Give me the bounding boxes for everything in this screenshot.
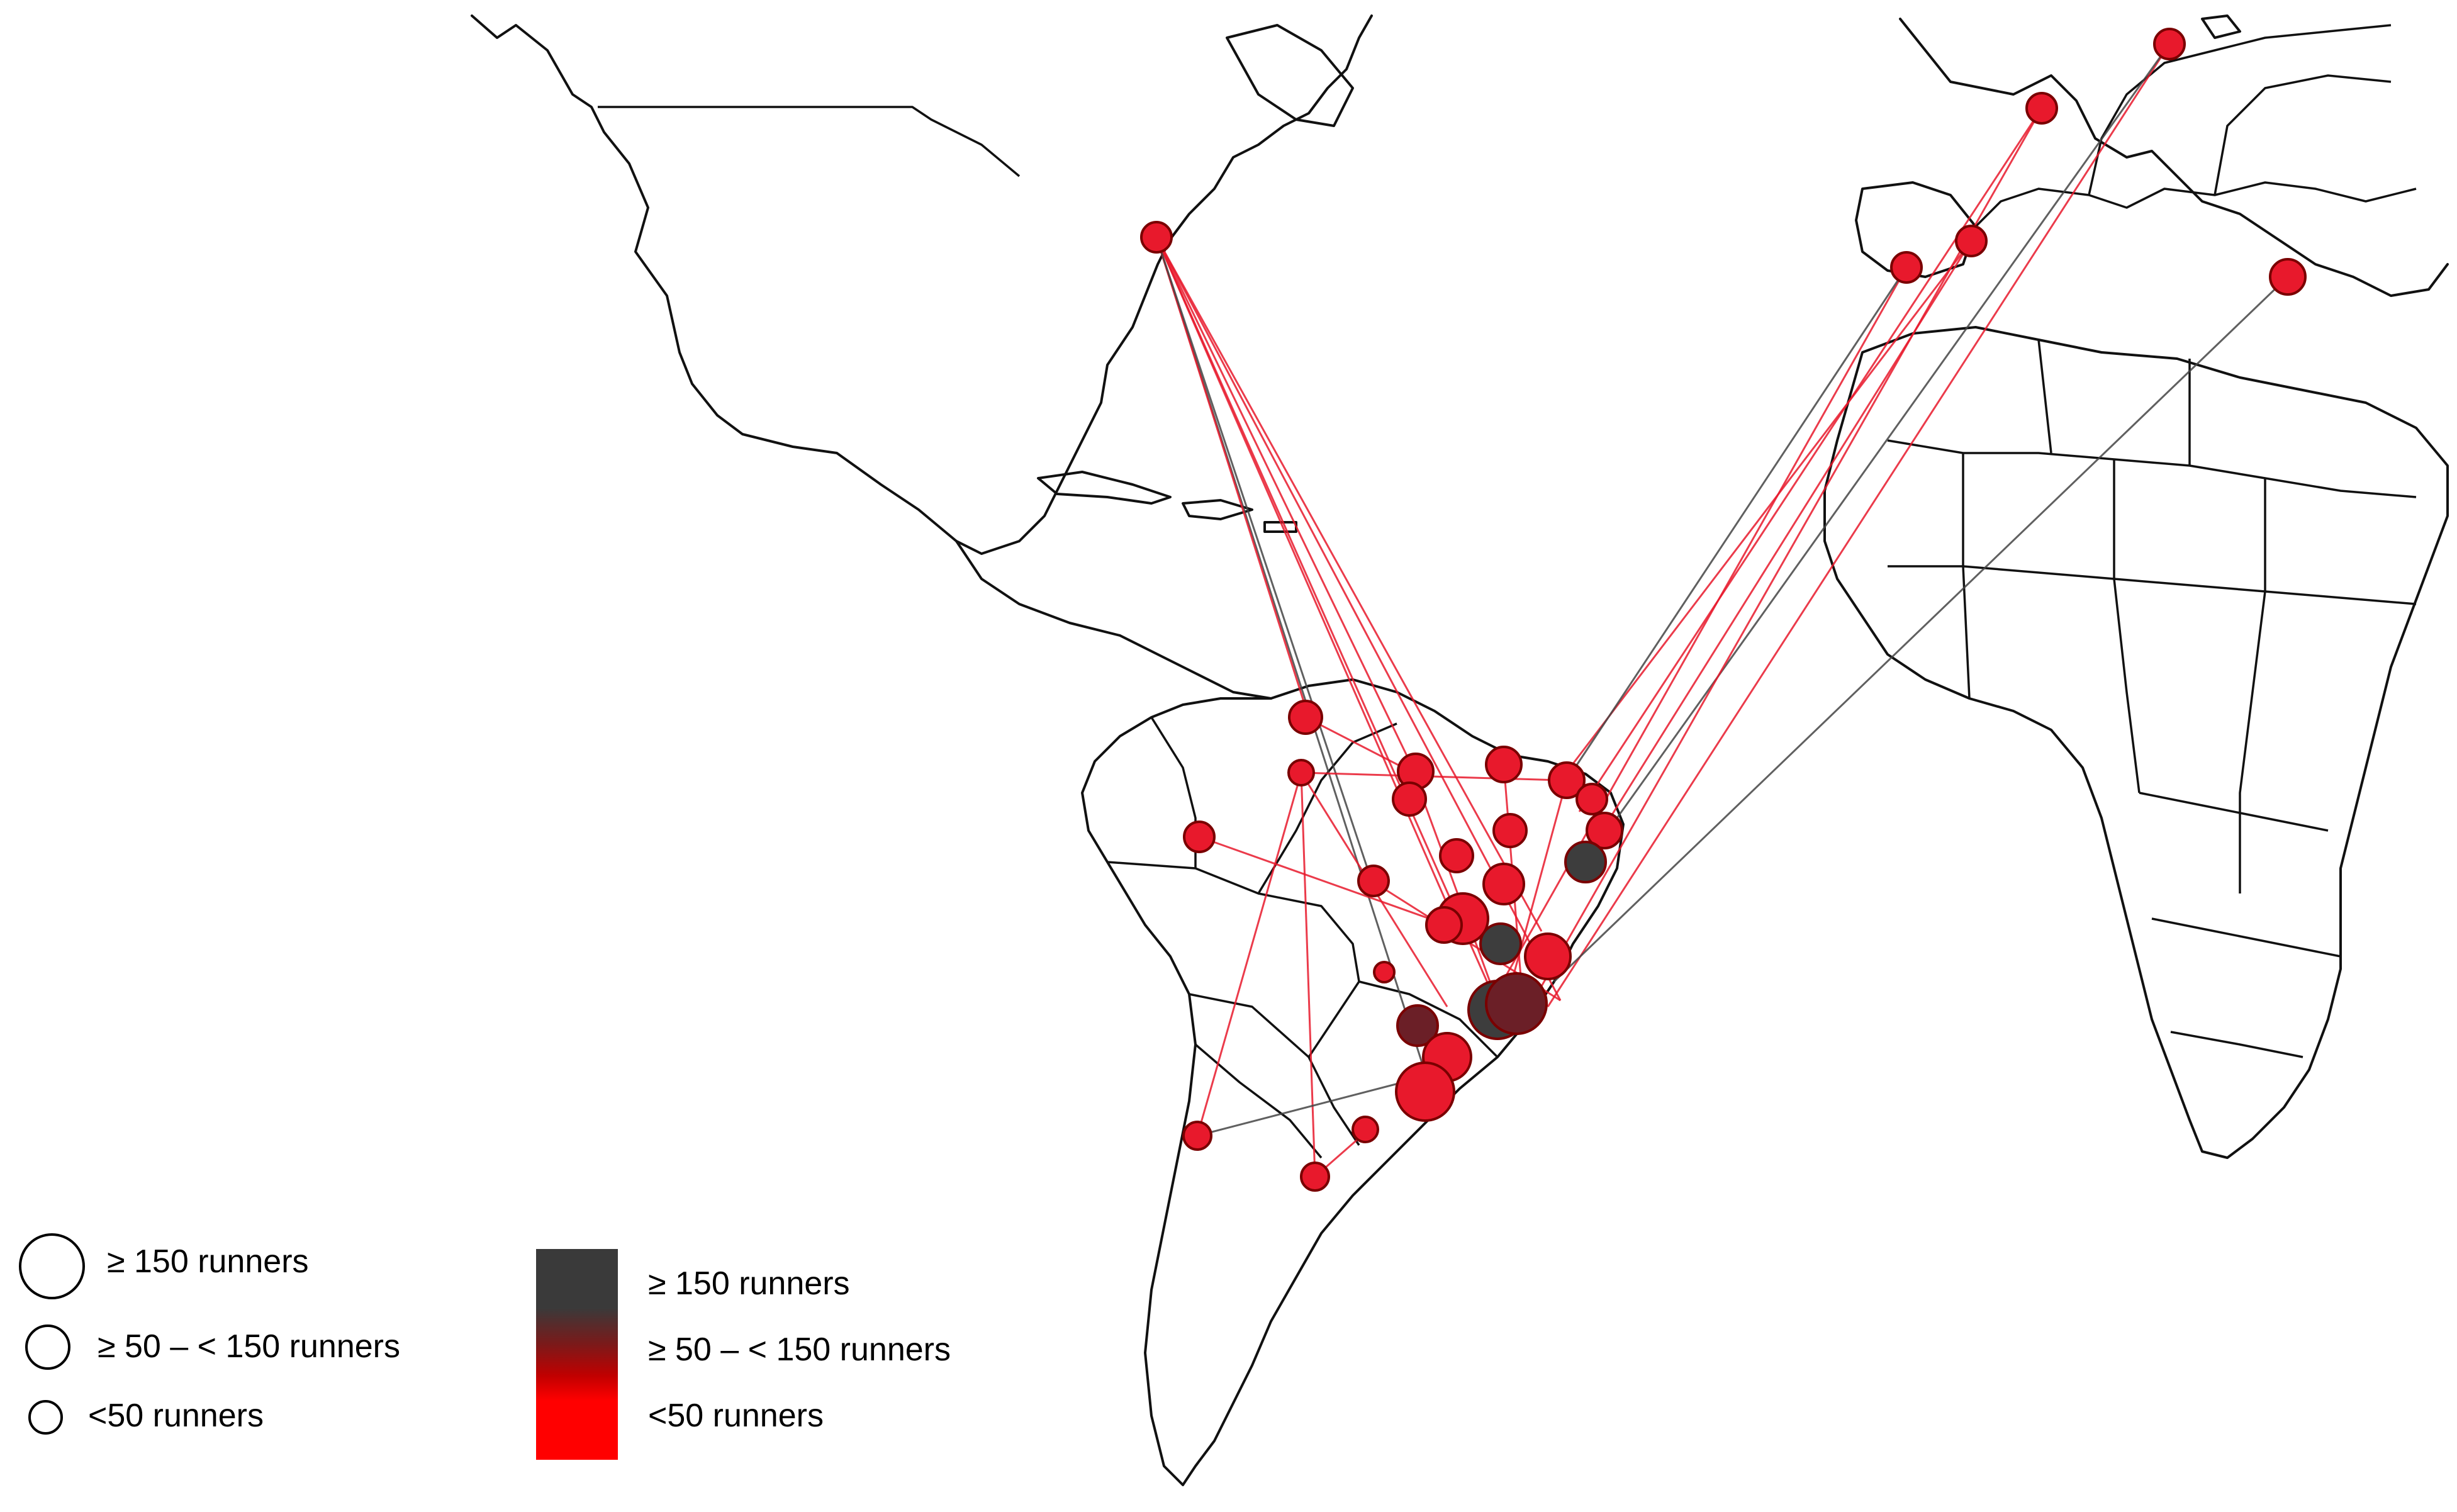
- node-sa-24: [1395, 1061, 1455, 1122]
- node-sa-25: [1352, 1116, 1379, 1143]
- node-sa-6: [1485, 746, 1523, 783]
- europe-outline: [1855, 14, 2449, 297]
- node-sa-12: [1357, 865, 1390, 897]
- node-sa-16: [1564, 841, 1607, 883]
- legend-circle-small: [28, 1400, 63, 1435]
- node-europe-north: [2153, 28, 2186, 60]
- node-sa-21: [1485, 972, 1548, 1035]
- legend-circle-large: [19, 1233, 85, 1299]
- legend-size-small-label: <50 runners: [88, 1397, 264, 1434]
- node-sa-2: [1287, 759, 1315, 787]
- node-sa-27: [1300, 1162, 1330, 1192]
- legend-color-mid-label: ≥ 50 – < 150 runners: [648, 1331, 951, 1368]
- node-sa-26: [1182, 1121, 1212, 1151]
- south-america-outline: [1081, 678, 1625, 1486]
- legend-color-low-label: <50 runners: [648, 1397, 824, 1434]
- node-sa-5: [1392, 781, 1427, 817]
- node-sa-3: [1183, 820, 1216, 853]
- node-europe-west: [2025, 92, 2058, 125]
- node-europe-south-2: [1890, 251, 1923, 284]
- north-america-outline: [471, 14, 1373, 700]
- node-sa-1: [1288, 700, 1323, 735]
- node-sa-17: [1479, 922, 1522, 965]
- node-sa-15: [1425, 906, 1463, 944]
- node-europe-east: [2269, 258, 2307, 296]
- legend-size-medium-label: ≥ 50 – < 150 runners: [98, 1328, 400, 1365]
- node-sa-22: [1396, 1004, 1439, 1047]
- city-nodes: [1140, 28, 2307, 1192]
- legend-circle-medium: [25, 1324, 70, 1370]
- legend-color-gradient-bar: [536, 1249, 618, 1460]
- legend-color-high-label: ≥ 150 runners: [648, 1265, 850, 1302]
- node-sa-7: [1548, 761, 1586, 799]
- legend-size-large-label: ≥ 150 runners: [107, 1243, 309, 1280]
- node-sa-11: [1439, 838, 1474, 873]
- node-sa-18: [1524, 932, 1572, 980]
- node-sa-19: [1373, 961, 1396, 983]
- node-sa-9: [1586, 812, 1623, 849]
- flow-lines: [1155, 43, 2289, 1178]
- node-new-york: [1140, 221, 1173, 254]
- node-sa-13: [1482, 863, 1525, 905]
- africa-outline: [1823, 326, 2449, 1159]
- node-sa-8: [1576, 783, 1608, 815]
- node-sa-10: [1492, 813, 1528, 848]
- node-europe-south-1: [1955, 225, 1988, 257]
